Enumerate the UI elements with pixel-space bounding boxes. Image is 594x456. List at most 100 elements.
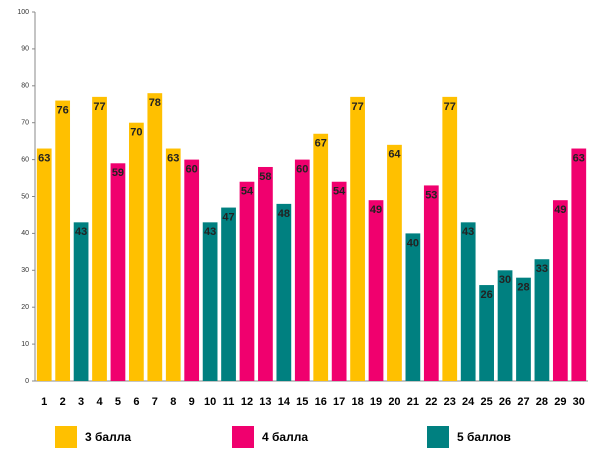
legend-label: 5 баллов (457, 430, 511, 444)
x-tick-label: 5 (115, 396, 121, 408)
value-label: 63 (38, 152, 50, 164)
x-tick-label: 13 (259, 396, 271, 408)
bar (165, 148, 181, 381)
value-label: 54 (241, 186, 254, 198)
value-label: 67 (315, 138, 327, 150)
value-label: 60 (296, 164, 308, 176)
value-label: 40 (407, 237, 419, 249)
x-tick-label: 25 (480, 396, 492, 408)
legend-swatch (427, 426, 449, 448)
x-tick-label: 17 (333, 396, 345, 408)
bar (387, 144, 402, 381)
value-label: 43 (75, 226, 87, 238)
bar (73, 222, 89, 381)
legend-label: 3 балла (85, 430, 131, 444)
value-label: 30 (499, 274, 511, 286)
legend-swatch (55, 426, 77, 448)
bar (442, 96, 458, 382)
x-tick-label: 26 (499, 396, 511, 408)
value-label: 70 (130, 127, 142, 139)
x-tick-label: 22 (425, 396, 437, 408)
value-label: 48 (278, 208, 290, 220)
bar (497, 270, 513, 381)
bar (184, 159, 200, 381)
bar (92, 96, 107, 382)
y-tick-label: 90 (21, 46, 29, 53)
bar (110, 163, 126, 381)
x-tick-label: 21 (407, 396, 419, 408)
value-label: 47 (222, 211, 234, 223)
legend-swatch (232, 426, 254, 448)
value-label: 76 (57, 104, 69, 116)
y-tick-label: 20 (21, 304, 29, 311)
value-label: 43 (462, 226, 474, 238)
y-tick-label: 100 (17, 9, 29, 16)
bar (36, 148, 52, 381)
value-label: 26 (480, 289, 492, 301)
value-label: 49 (554, 204, 566, 216)
bar (313, 133, 329, 381)
bar (276, 203, 292, 381)
y-tick-label: 30 (21, 267, 29, 274)
value-label: 53 (425, 189, 437, 201)
value-label: 49 (370, 204, 382, 216)
x-tick-label: 3 (78, 396, 84, 408)
bar (147, 93, 163, 382)
x-tick-label: 12 (241, 396, 253, 408)
y-tick-label: 60 (21, 156, 29, 163)
x-tick-label: 11 (223, 396, 235, 408)
value-label: 54 (333, 186, 346, 198)
y-tick-label: 40 (21, 230, 29, 237)
value-label: 77 (93, 101, 105, 113)
bar (571, 148, 587, 381)
bar (534, 259, 550, 381)
bar (350, 96, 365, 382)
x-tick-label: 14 (278, 396, 291, 408)
x-tick-label: 23 (444, 396, 456, 408)
legend-label: 4 балла (262, 430, 308, 444)
bar (221, 207, 236, 381)
x-tick-label: 15 (296, 396, 308, 408)
x-tick-label: 8 (170, 396, 176, 408)
value-label: 59 (112, 167, 124, 179)
value-label: 58 (259, 171, 271, 183)
x-tick-label: 9 (189, 396, 195, 408)
bar (294, 159, 310, 381)
y-tick-label: 0 (25, 378, 29, 385)
bar (55, 100, 71, 381)
x-tick-label: 20 (388, 396, 400, 408)
value-label: 77 (444, 101, 456, 113)
value-label: 28 (517, 282, 529, 294)
x-tick-label: 4 (96, 396, 103, 408)
x-tick-label: 27 (517, 396, 529, 408)
value-label: 60 (186, 164, 198, 176)
bar (405, 233, 421, 381)
value-label: 63 (167, 152, 179, 164)
y-tick-label: 70 (21, 120, 29, 127)
bar (479, 285, 494, 381)
bar (331, 181, 347, 381)
bar (516, 277, 531, 381)
x-tick-label: 18 (351, 396, 363, 408)
bar (552, 200, 568, 381)
x-tick-label: 6 (133, 396, 139, 408)
value-label: 63 (573, 152, 585, 164)
x-tick-label: 24 (462, 396, 475, 408)
value-label: 43 (204, 226, 216, 238)
y-tick-label: 80 (21, 83, 29, 90)
x-tick-label: 16 (315, 396, 327, 408)
value-label: 33 (536, 263, 548, 275)
x-tick-label: 28 (536, 396, 548, 408)
value-label: 64 (388, 149, 401, 161)
x-tick-label: 19 (370, 396, 382, 408)
x-tick-label: 30 (573, 396, 585, 408)
x-tick-label: 2 (60, 396, 66, 408)
value-label: 78 (149, 97, 161, 109)
y-tick-label: 50 (21, 193, 29, 200)
x-tick-label: 7 (152, 396, 158, 408)
bar (129, 122, 144, 381)
x-tick-label: 29 (554, 396, 566, 408)
bar (460, 222, 476, 381)
bar (368, 200, 384, 381)
